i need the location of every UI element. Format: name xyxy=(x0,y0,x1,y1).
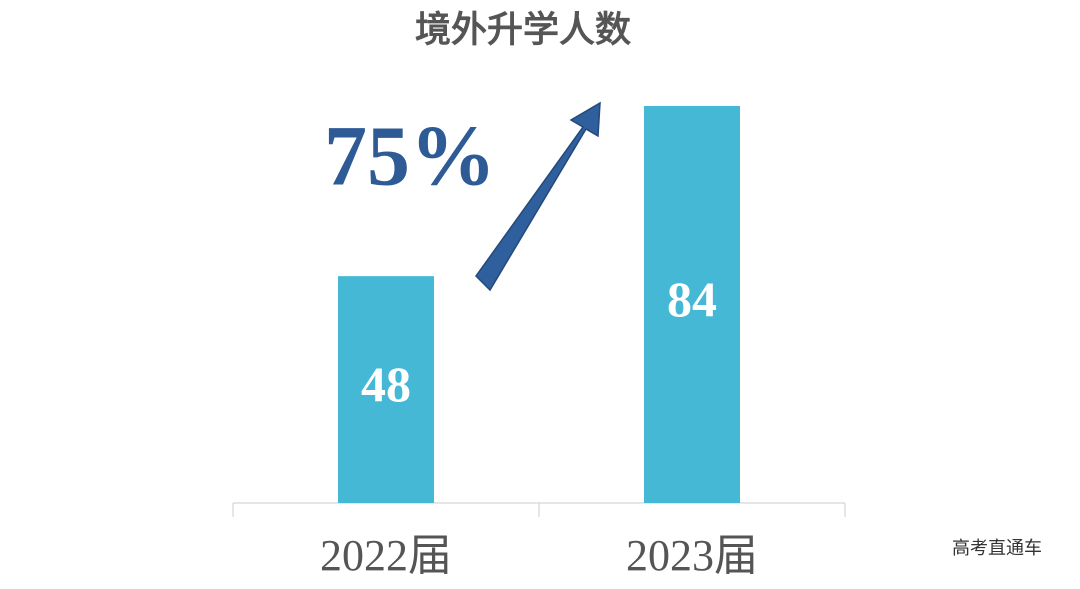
bar xyxy=(644,106,740,503)
growth-arrow xyxy=(475,101,601,292)
chart-title: 境外升学人数 xyxy=(415,9,631,50)
growth-annotation: 75% xyxy=(324,108,496,204)
value-label: 84 xyxy=(667,271,717,327)
x-tick-label: 2022届 xyxy=(320,531,452,580)
value-label: 48 xyxy=(361,356,411,412)
bar xyxy=(338,276,434,503)
x-tick-label: 2023届 xyxy=(626,531,758,580)
watermark: 高考直通车 xyxy=(952,538,1042,558)
